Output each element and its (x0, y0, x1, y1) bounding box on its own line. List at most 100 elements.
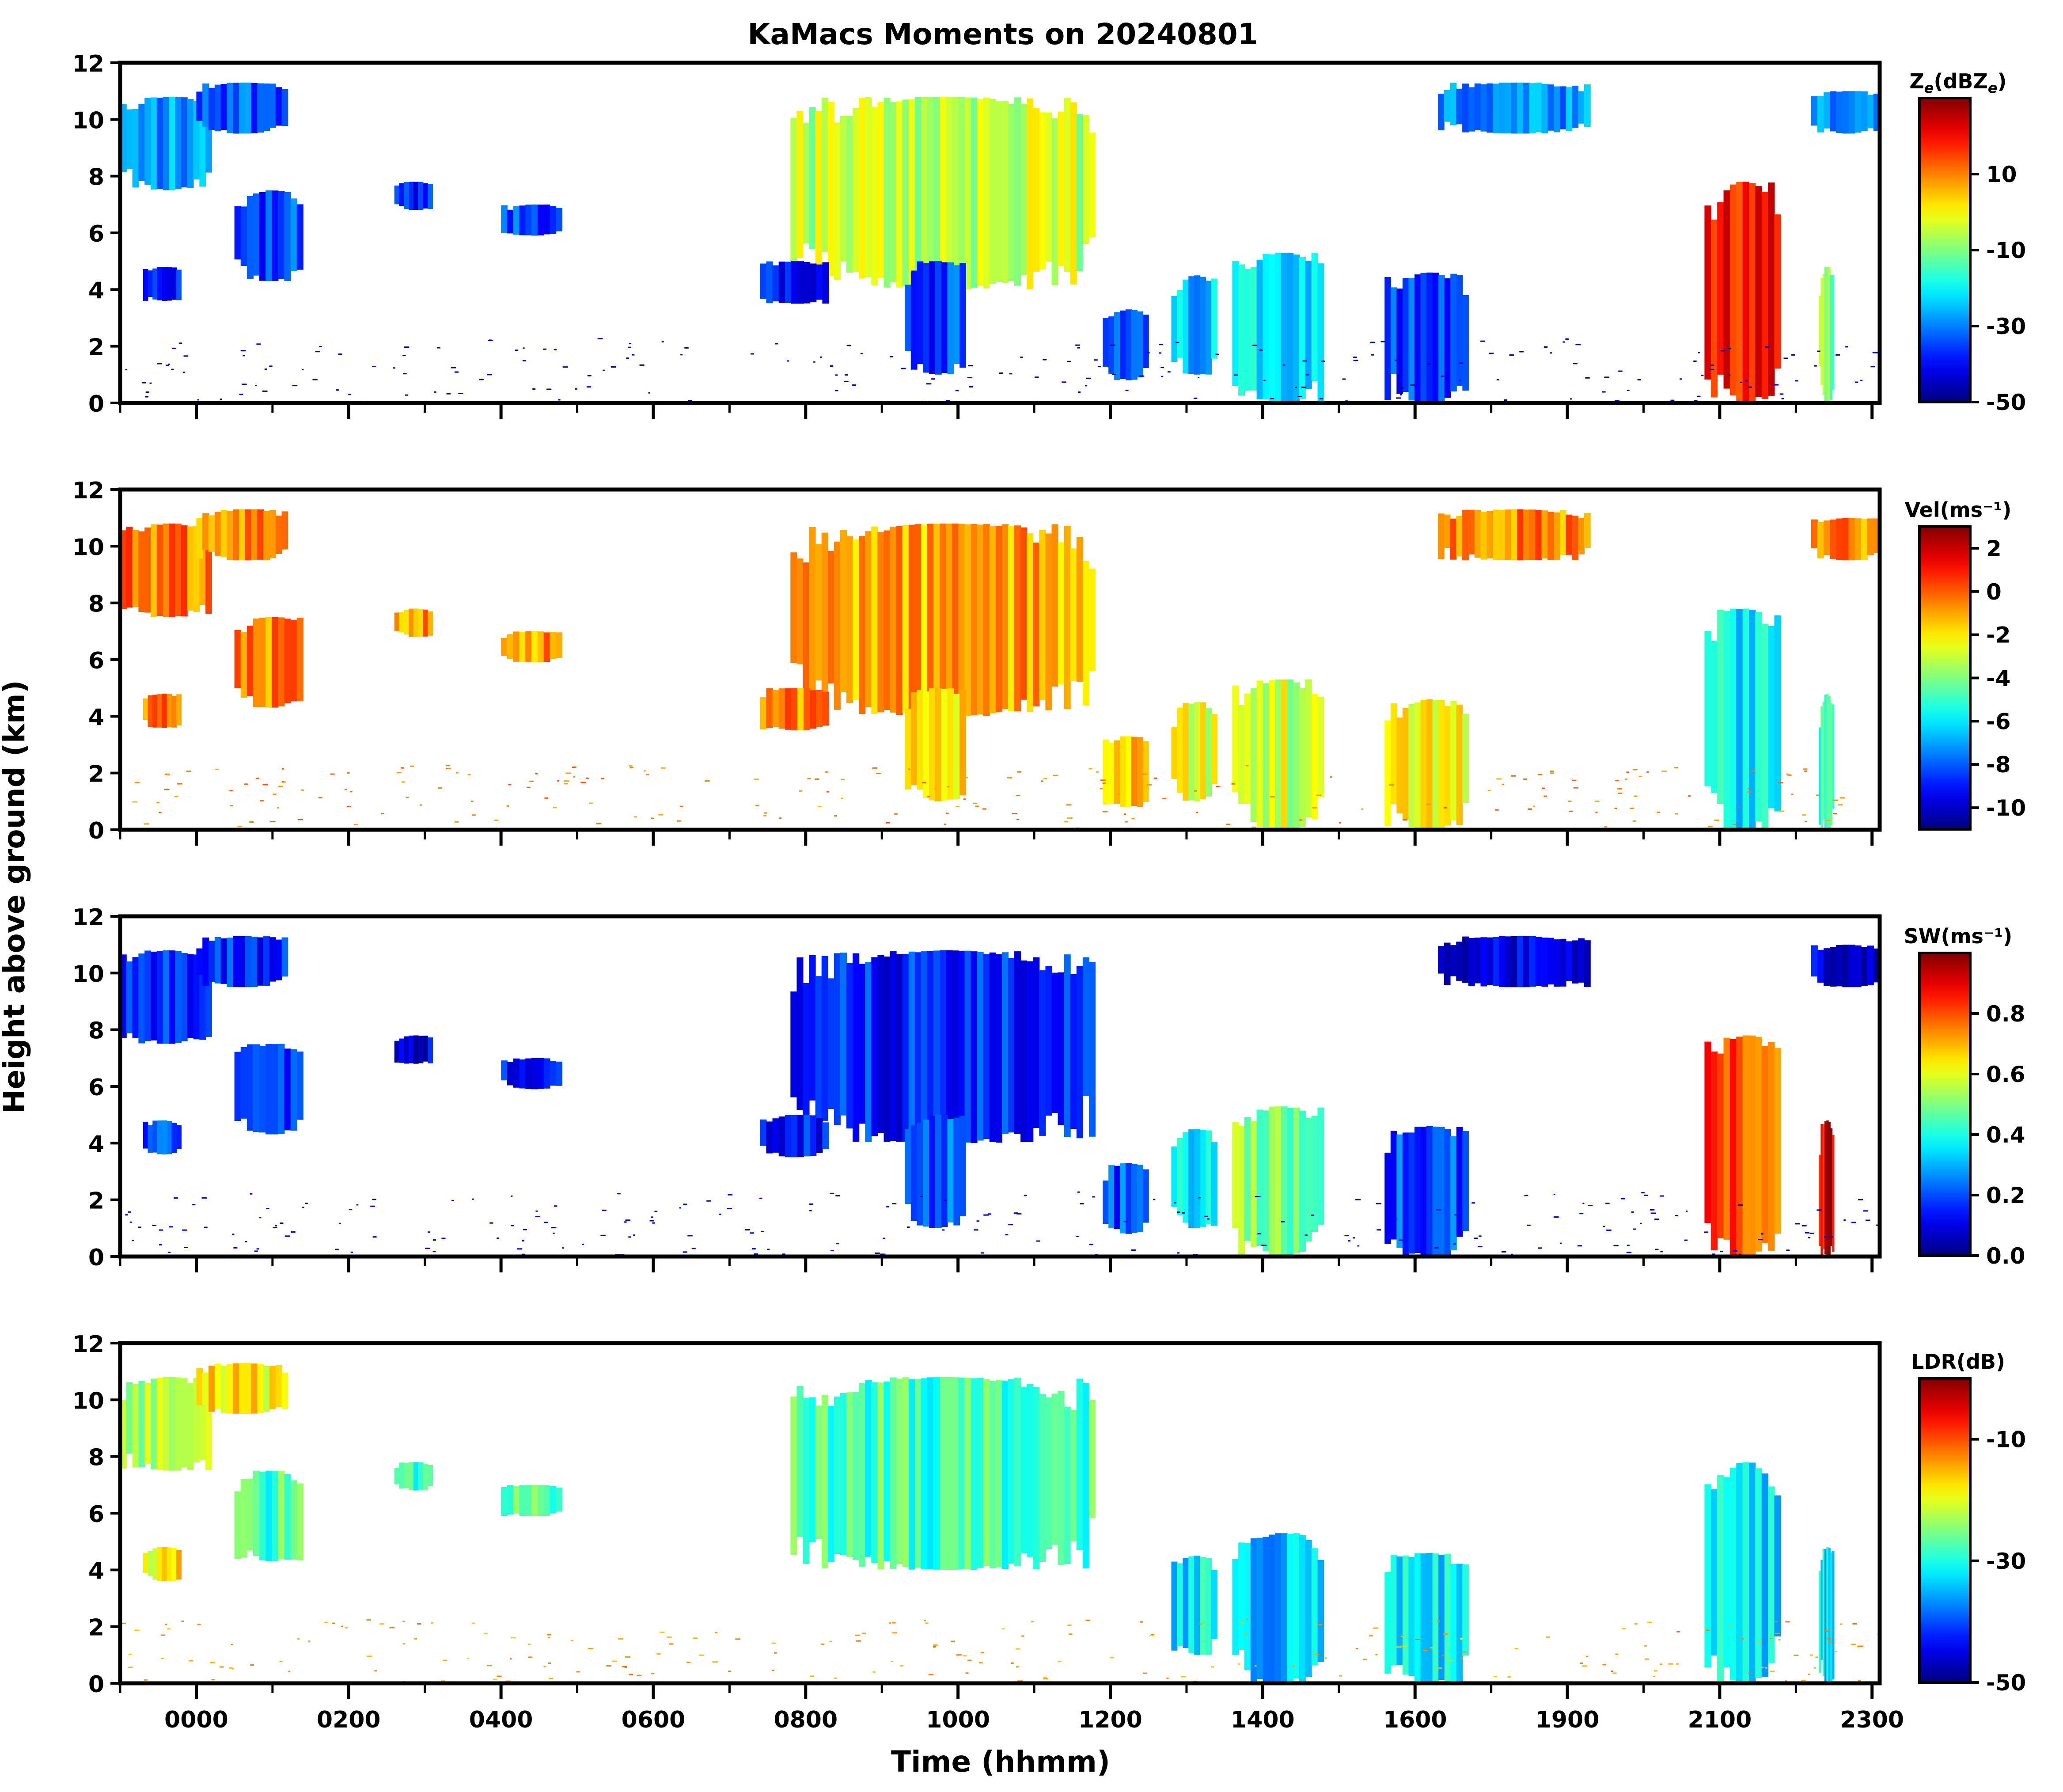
clutter-point (546, 388, 552, 390)
clutter-point (1573, 363, 1578, 364)
echo-cell (1263, 1537, 1270, 1682)
y-axis-label: Height above ground (km) (0, 680, 31, 1114)
echo-cell (296, 618, 303, 702)
clutter-point (551, 1227, 557, 1229)
clutter-point (1096, 771, 1099, 773)
echo-cell (1293, 682, 1300, 828)
clutter-point (982, 808, 986, 810)
clutter-point (232, 1234, 235, 1235)
clutter-point (529, 781, 534, 782)
echo-cell (927, 951, 934, 1143)
echo-cell (796, 111, 804, 258)
clutter-point (1737, 1204, 1743, 1206)
clutter-point (1508, 1676, 1511, 1678)
clutter-point (1434, 1247, 1439, 1249)
clutter-point (1088, 1244, 1093, 1245)
clutter-point (1036, 1240, 1040, 1242)
clutter-point (1017, 771, 1021, 773)
clutter-point (152, 1225, 157, 1226)
clutter-point (1077, 1191, 1080, 1193)
echo-cell (253, 618, 260, 707)
echo-cell (126, 527, 133, 608)
clutter-point (269, 365, 273, 367)
echo-cell (205, 538, 212, 614)
clutter-point (1110, 1657, 1114, 1659)
clutter-point (1353, 360, 1358, 361)
echo-cell (917, 690, 924, 790)
clutter-point (121, 1622, 126, 1624)
echo-cell (977, 99, 984, 286)
echo-cell (1437, 513, 1445, 559)
clutter-point (1353, 357, 1357, 358)
colorbar-tick-label: -50 (1986, 1670, 2026, 1696)
echo-cell (152, 1120, 158, 1153)
echo-cell (1842, 91, 1849, 134)
echo-cell (196, 948, 203, 975)
clutter-point (211, 1679, 215, 1681)
clutter-point (963, 1655, 967, 1657)
clutter-point (312, 379, 318, 380)
echo-cell (1710, 1052, 1718, 1251)
clutter-point (1559, 1242, 1562, 1244)
echo-cell (1474, 510, 1481, 558)
echo-cell (785, 262, 792, 303)
clutter-point (1773, 384, 1779, 386)
echo-cell (169, 1377, 176, 1471)
clutter-point (683, 1251, 687, 1253)
x-tick-label: 1600 (1383, 1707, 1447, 1733)
clutter-point (651, 1216, 653, 1218)
clutter-point (1791, 793, 1794, 795)
echo-cell (946, 1377, 953, 1570)
clutter-point (1168, 371, 1171, 373)
clutter-point (1259, 349, 1263, 351)
clutter-point (1833, 813, 1837, 815)
clutter-point (145, 391, 149, 393)
clutter-point (942, 1229, 945, 1231)
colorbar-tick-label: 0.4 (1986, 1122, 2025, 1148)
clutter-point (243, 355, 245, 357)
clutter-point (403, 373, 407, 375)
y-tick-label: 0 (88, 391, 104, 418)
echo-cell (1444, 1129, 1451, 1257)
echo-cell (1854, 945, 1862, 987)
echo-cell (1529, 936, 1536, 987)
echo-cell (1836, 945, 1843, 987)
clutter-point (1747, 787, 1750, 789)
clutter-point (1371, 354, 1374, 356)
echo-cell (214, 937, 221, 984)
echo-cell (804, 688, 811, 731)
clutter-point (165, 1624, 167, 1625)
clutter-point (1637, 379, 1641, 381)
echo-cell (1001, 1381, 1009, 1569)
echo-cell (245, 82, 252, 134)
echo-cell (1142, 1169, 1149, 1223)
echo-cell (1749, 1462, 1756, 1682)
clutter-point (1550, 352, 1552, 354)
echo-cell (1408, 278, 1415, 401)
echo-cell (257, 509, 264, 560)
echo-cell (904, 1128, 911, 1204)
echo-cell (803, 122, 810, 244)
echo-cell (1177, 290, 1183, 358)
echo-cell (1020, 1386, 1028, 1553)
clutter-point (144, 823, 149, 825)
echo-cell (394, 1040, 400, 1063)
y-tick-label: 12 (72, 1331, 104, 1358)
clutter-point (1246, 1618, 1248, 1620)
clutter-point (302, 1207, 304, 1208)
echo-cell (1402, 1132, 1409, 1256)
echo-cell (871, 106, 878, 285)
echo-cell (143, 1553, 148, 1573)
echo-cell (1832, 1135, 1835, 1252)
echo-cell (884, 98, 891, 288)
clutter-point (890, 356, 893, 357)
echo-cell (1082, 561, 1089, 706)
echo-cell (1584, 513, 1591, 548)
echo-cell (1183, 1132, 1189, 1223)
echo-cell (1014, 1378, 1021, 1567)
echo-cell (1299, 257, 1306, 399)
echo-cell (1755, 611, 1762, 822)
echo-cell (269, 937, 276, 982)
clutter-point (1778, 1639, 1781, 1641)
clutter-point (1765, 346, 1770, 348)
